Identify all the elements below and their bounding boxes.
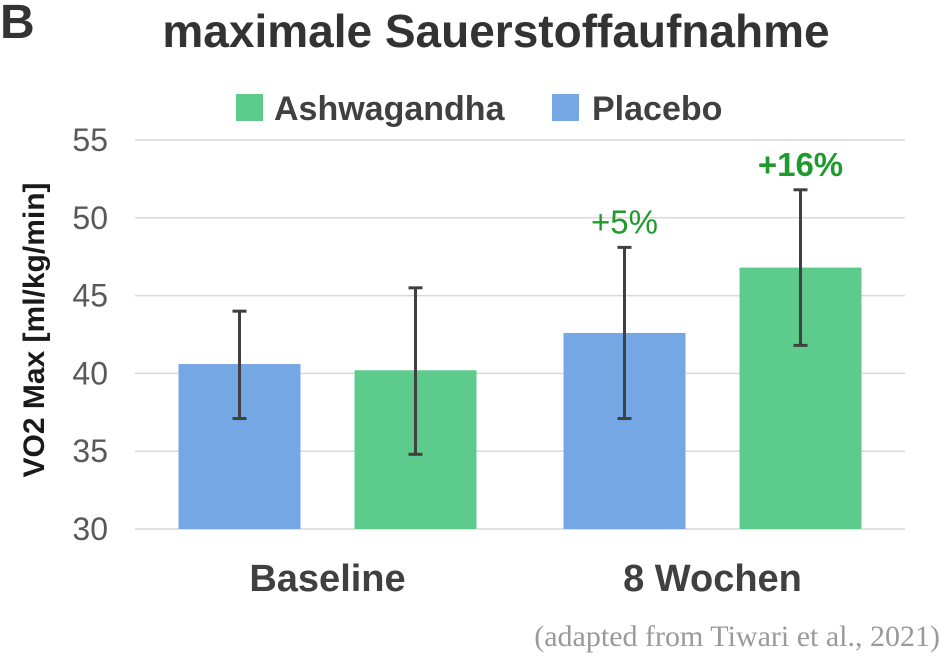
legend-swatch-ashwagandha: [236, 94, 263, 121]
x-category-label: 8 Wochen: [623, 558, 802, 600]
error-bars: [232, 188, 808, 456]
y-tick-label: 30: [72, 511, 108, 547]
y-tick-label: 55: [72, 122, 108, 158]
legend-swatch-placebo: [552, 94, 579, 121]
y-tick-labels: 30 35 40 45 50 55: [72, 122, 108, 547]
percent-change-label: +16%: [758, 146, 843, 183]
source-note: (adapted from Tiwari et al., 2021): [534, 620, 940, 653]
percent-change-label: +5%: [591, 203, 658, 240]
annotations: +5% +16%: [591, 146, 843, 241]
panel-label: B: [0, 0, 35, 49]
y-tick-label: 45: [72, 278, 108, 314]
y-tick-label: 50: [72, 200, 108, 236]
legend: Ashwagandha Placebo: [236, 90, 722, 128]
chart-title: maximale Sauerstoffaufnahme: [162, 5, 829, 57]
x-category-label: Baseline: [249, 558, 405, 600]
legend-label-placebo: Placebo: [592, 90, 722, 128]
y-tick-label: 35: [72, 433, 108, 469]
y-axis-label: VO2 Max [ml/kg/min]: [18, 182, 51, 477]
legend-label-ashwagandha: Ashwagandha: [274, 90, 506, 128]
x-category-labels: Baseline 8 Wochen: [249, 558, 802, 600]
bars: [178, 267, 862, 529]
y-tick-label: 40: [72, 355, 108, 391]
